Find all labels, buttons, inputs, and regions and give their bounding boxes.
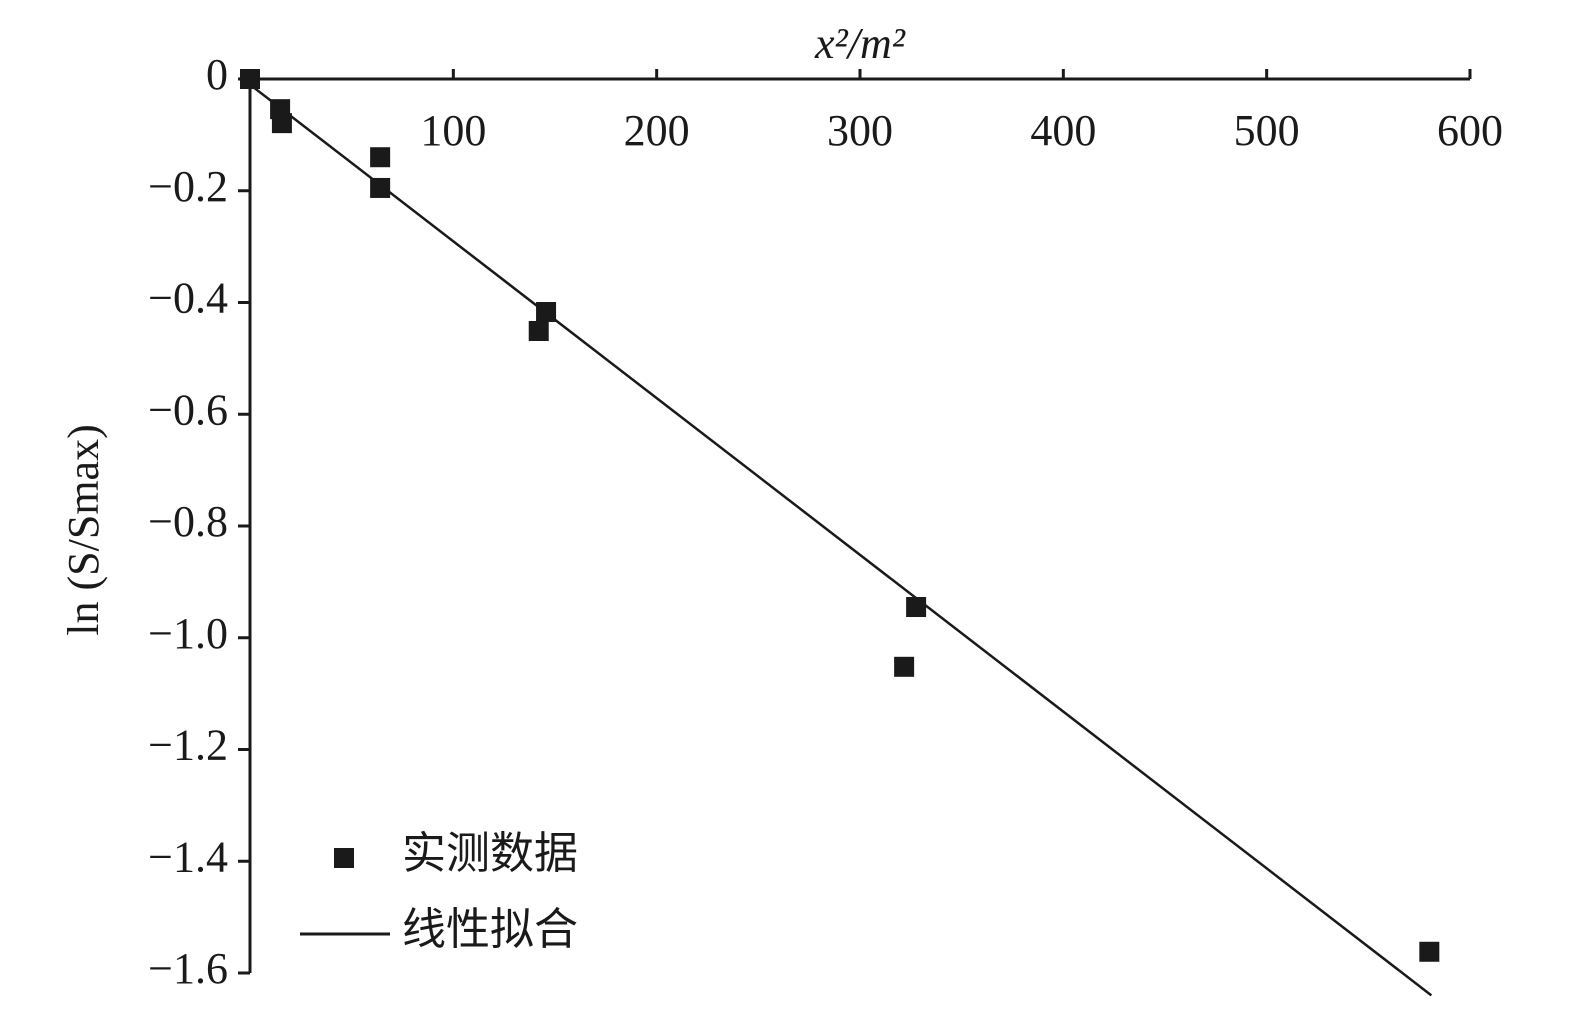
fit-line	[249, 83, 1433, 997]
y-tick-label: −0.8	[148, 497, 228, 546]
y-tick-label: −0.4	[148, 274, 228, 323]
x-tick-label: 600	[1437, 106, 1503, 155]
y-tick-label: −1.2	[148, 721, 228, 770]
data-point	[528, 320, 549, 341]
x-tick-label: 200	[624, 106, 690, 155]
data-point	[1419, 941, 1440, 962]
x-tick-label: 300	[827, 106, 893, 155]
y-tick-label: −1.0	[148, 609, 228, 658]
data-point	[894, 656, 915, 677]
y-tick-label: 0	[206, 50, 228, 99]
y-tick-label: −1.4	[148, 832, 228, 881]
x-axis-label: x²/m²	[814, 19, 906, 68]
legend-label: 实测数据	[402, 829, 578, 878]
y-tick-label: −0.2	[148, 162, 228, 211]
data-point	[906, 597, 927, 618]
x-tick-label: 500	[1234, 106, 1300, 155]
y-axis-label: ln (S/Smax)	[59, 424, 108, 635]
data-point	[370, 147, 391, 168]
y-tick-label: −1.6	[148, 944, 228, 993]
y-tick-label: −0.6	[148, 385, 228, 434]
data-point	[370, 177, 391, 198]
legend-label: 线性拟合	[402, 905, 578, 954]
data-point	[271, 113, 292, 134]
legend-marker	[334, 848, 354, 868]
x-tick-label: 100	[420, 106, 486, 155]
data-point	[240, 69, 260, 89]
x-tick-label: 400	[1030, 106, 1096, 155]
